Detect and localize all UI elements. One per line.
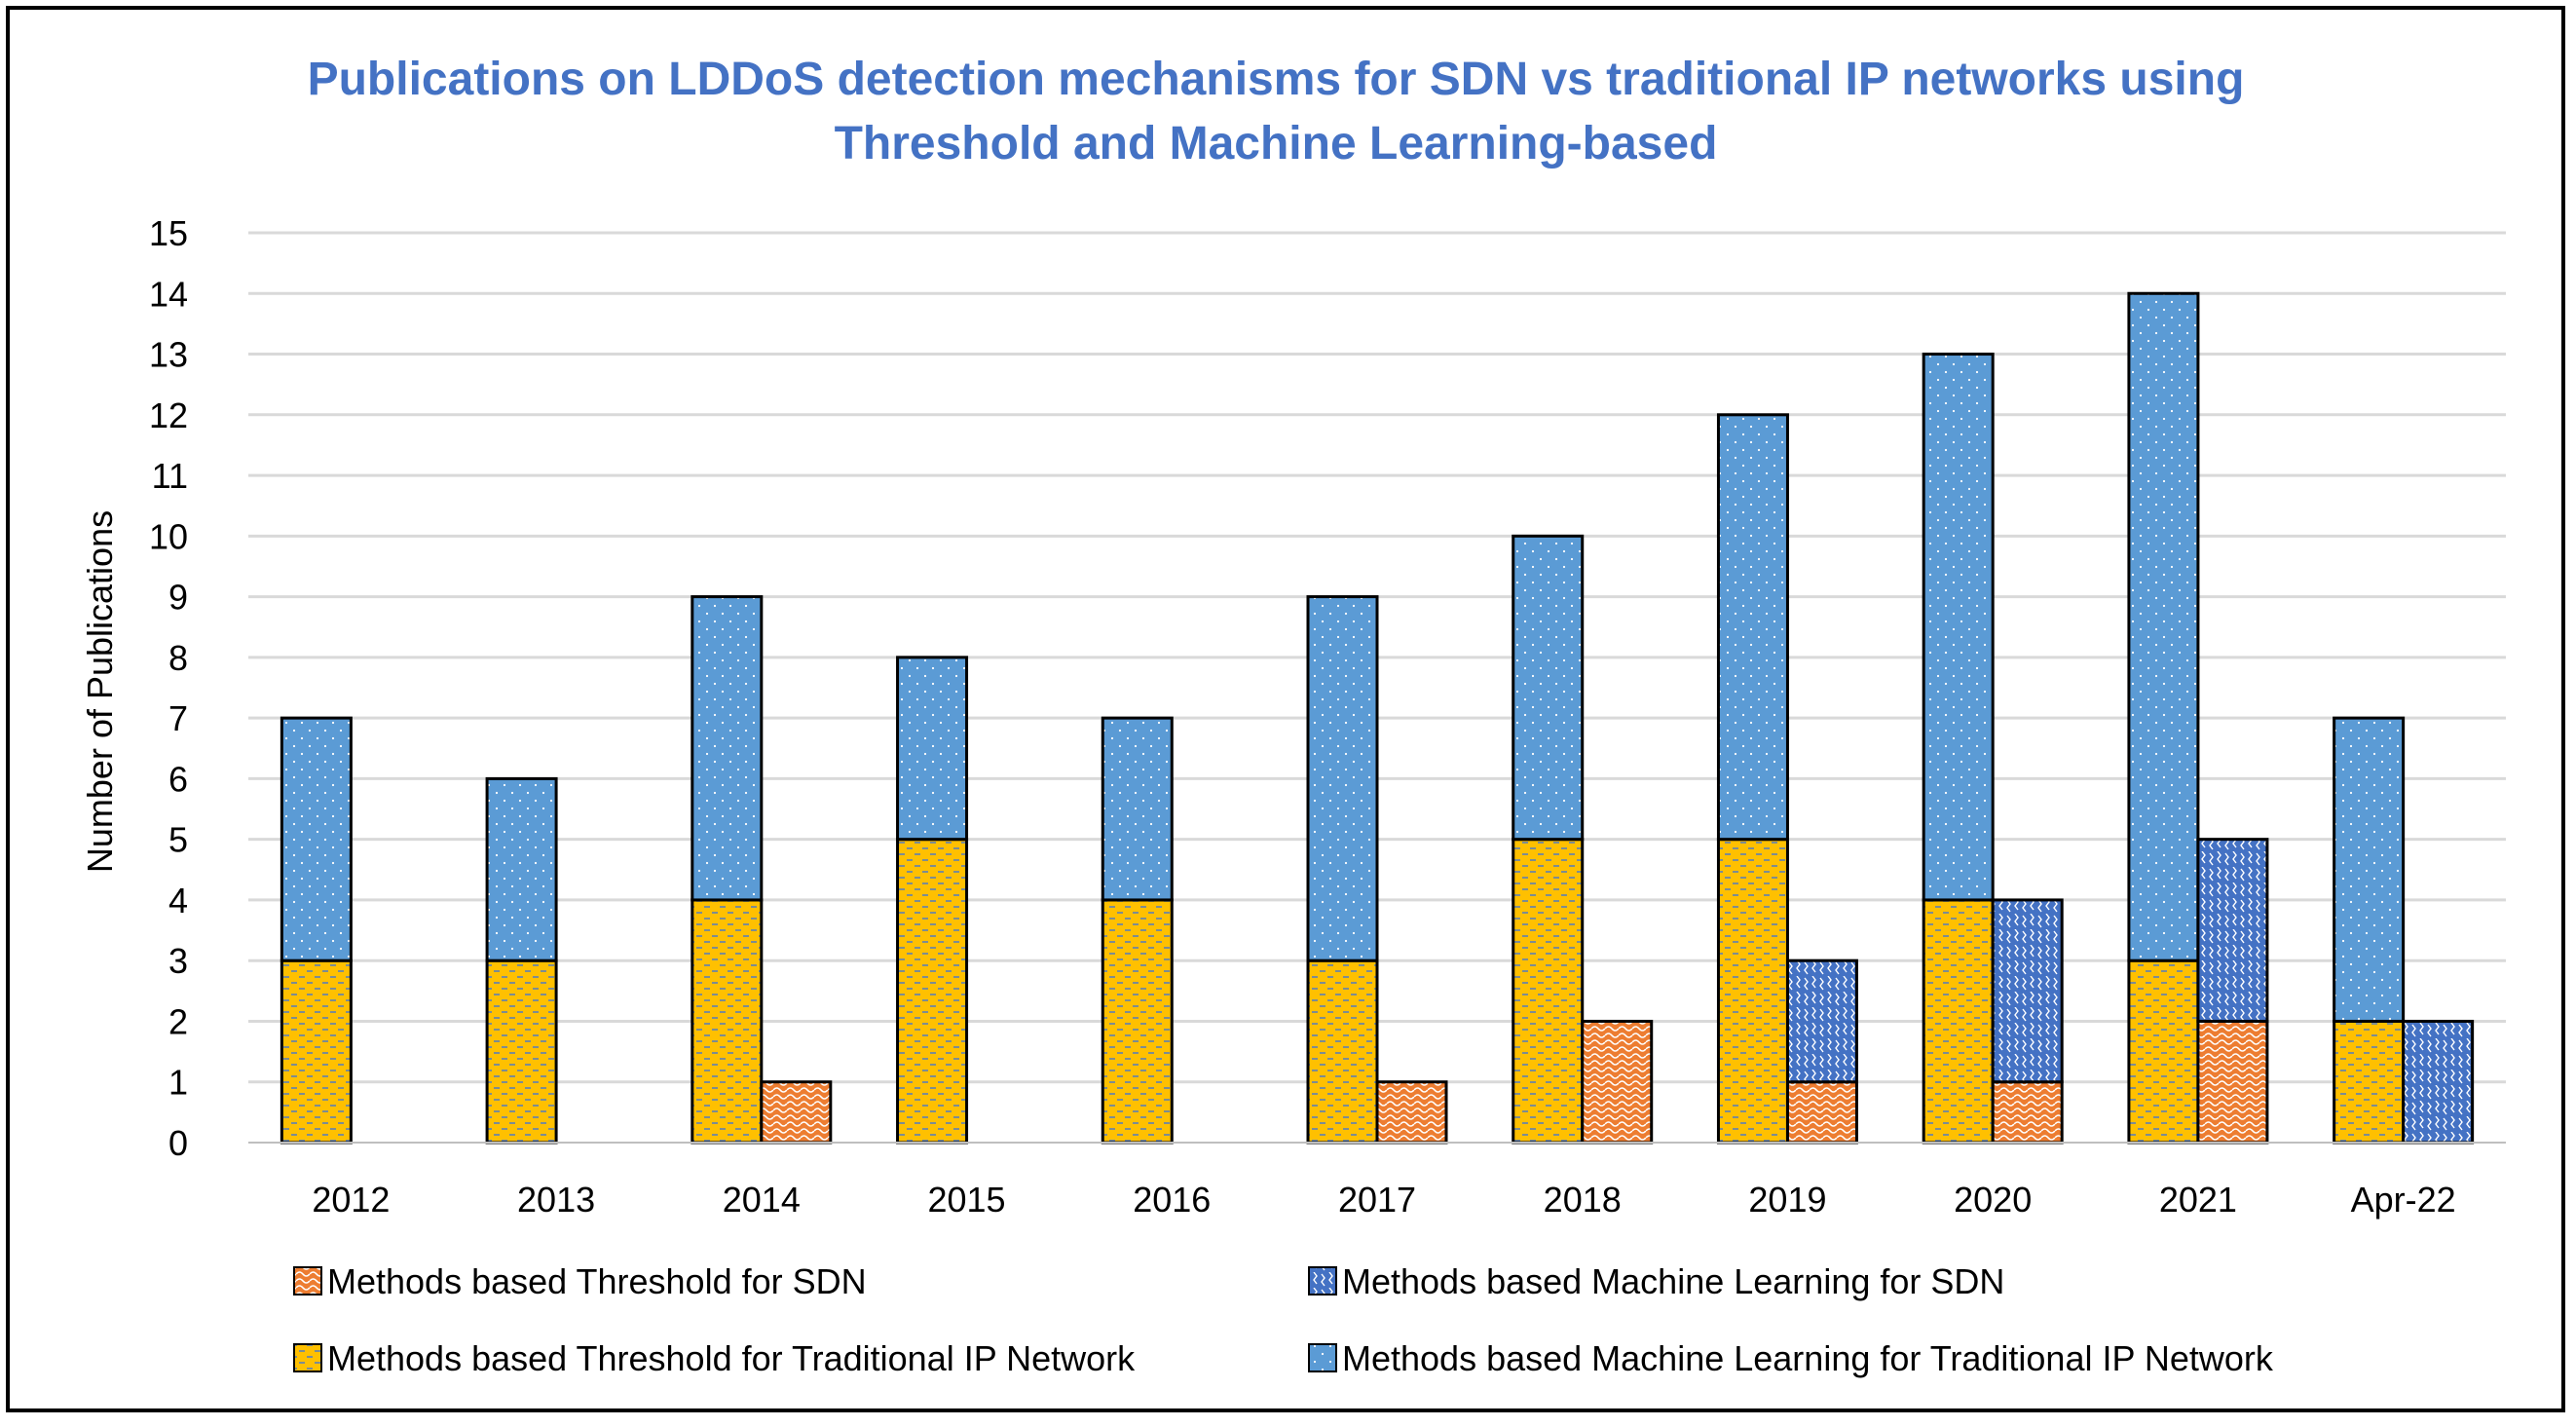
bar-methods-based-threshold-for-traditional-ip-network-2015: [896, 838, 969, 1145]
x-tick-label-2012: 2012: [312, 1180, 390, 1220]
x-tick-labels: 2012 2013 2014 2015 2016 2017 2018 2019 2020 2021…: [312, 1180, 2455, 1220]
bar-methods-based-machine-learning-for-traditional-ip-network-2016: [1101, 716, 1174, 902]
legend: Methods based Threshold for SDN Methods …: [293, 1261, 2274, 1378]
bar-methods-based-threshold-for-sdn-2014: [760, 1080, 833, 1145]
bar-methods-based-machine-learning-for-traditional-ip-network-2018: [1512, 534, 1585, 842]
chart-title-line-1: Publications on LDDoS detection mechanis…: [308, 54, 2245, 105]
x-tick-label-apr-22: Apr-22: [2351, 1180, 2456, 1220]
legend-label-sdn-threshold: Methods based Threshold for SDN: [327, 1261, 867, 1301]
bar-methods-based-machine-learning-for-sdn-2019: [1785, 958, 1858, 1084]
bars: [280, 291, 2475, 1145]
bar-methods-based-machine-learning-for-sdn-2021: [2196, 838, 2269, 1023]
y-tick-label-11: 11: [152, 456, 188, 496]
bar-methods-based-threshold-for-traditional-ip-network-2014: [691, 898, 764, 1145]
y-tick-label-6: 6: [168, 759, 188, 799]
chart-title-line-2: Threshold and Machine Learning-based: [835, 118, 1718, 169]
x-tick-label-2016: 2016: [1133, 1180, 1211, 1220]
bar-methods-based-threshold-for-traditional-ip-network-2013: [485, 958, 558, 1145]
legend-swatch-ip-ml: [1308, 1343, 1337, 1372]
bar-methods-based-threshold-for-sdn-2021: [2196, 1019, 2269, 1145]
chart-svg: Publications on LDDoS detection mechanis…: [80, 54, 2506, 1378]
bar-methods-based-threshold-for-sdn-2017: [1375, 1080, 1448, 1145]
y-tick-label-2: 2: [168, 1001, 188, 1041]
y-tick-label-3: 3: [168, 941, 188, 981]
y-tick-label-10: 10: [149, 516, 188, 556]
y-tick-label-12: 12: [149, 395, 188, 435]
bar-methods-based-machine-learning-for-sdn-2020: [1991, 898, 2064, 1084]
y-tick-label-9: 9: [168, 578, 188, 618]
y-tick-label-14: 14: [149, 274, 188, 314]
y-tick-label-8: 8: [168, 638, 188, 678]
legend-swatch-ip-threshold: [293, 1343, 322, 1372]
y-tick-label-15: 15: [149, 213, 188, 253]
bar-methods-based-machine-learning-for-traditional-ip-network-2020: [1922, 353, 1995, 902]
legend-swatch-sdn-ml: [1308, 1266, 1337, 1296]
x-tick-label-2021: 2021: [2159, 1180, 2237, 1220]
x-tick-label-2015: 2015: [927, 1180, 1005, 1220]
y-tick-label-13: 13: [149, 335, 188, 375]
bar-methods-based-machine-learning-for-traditional-ip-network-2015: [896, 656, 969, 842]
y-tick-label-0: 0: [168, 1123, 188, 1163]
y-tick-label-5: 5: [168, 820, 188, 860]
bar-methods-based-threshold-for-traditional-ip-network-2012: [280, 958, 353, 1145]
bar-methods-based-machine-learning-for-traditional-ip-network-2013: [485, 776, 558, 962]
x-tick-label-2013: 2013: [517, 1180, 595, 1220]
bar-methods-based-threshold-for-traditional-ip-network-2020: [1922, 898, 1995, 1145]
bar-methods-based-threshold-for-traditional-ip-network-2021: [2127, 958, 2200, 1145]
bar-methods-based-threshold-for-traditional-ip-network-2018: [1512, 838, 1585, 1145]
y-tick-label-1: 1: [168, 1063, 188, 1103]
x-tick-label-2018: 2018: [1544, 1180, 1622, 1220]
y-axis-title: Number of Publications: [80, 510, 120, 873]
legend-label-ip-threshold: Methods based Threshold for Traditional …: [327, 1338, 1136, 1378]
bar-methods-based-machine-learning-for-traditional-ip-network-2017: [1306, 595, 1379, 962]
bar-methods-based-machine-learning-for-traditional-ip-network-2014: [691, 595, 764, 902]
bar-methods-based-threshold-for-traditional-ip-network-2019: [1716, 838, 1789, 1145]
bar-methods-based-machine-learning-for-traditional-ip-network-apr-22: [2333, 716, 2406, 1023]
bar-methods-based-threshold-for-sdn-2020: [1991, 1080, 2064, 1145]
bar-methods-based-threshold-for-traditional-ip-network-2017: [1306, 958, 1379, 1145]
y-tick-label-4: 4: [168, 881, 188, 920]
bar-methods-based-machine-learning-for-traditional-ip-network-2019: [1716, 413, 1789, 842]
legend-label-sdn-ml: Methods based Machine Learning for SDN: [1342, 1261, 2004, 1301]
legend-label-ip-ml: Methods based Machine Learning for Tradi…: [1342, 1338, 2274, 1378]
bar-methods-based-threshold-for-sdn-2018: [1581, 1019, 1654, 1145]
x-tick-label-2017: 2017: [1338, 1180, 1416, 1220]
bar-methods-based-machine-learning-for-traditional-ip-network-2012: [280, 716, 353, 962]
x-tick-label-2019: 2019: [1748, 1180, 1826, 1220]
y-tick-label-7: 7: [168, 698, 188, 738]
bar-methods-based-threshold-for-traditional-ip-network-apr-22: [2333, 1019, 2406, 1145]
x-tick-label-2014: 2014: [723, 1180, 801, 1220]
legend-swatch-sdn-threshold: [293, 1266, 322, 1296]
chart-frame: Publications on LDDoS detection mechanis…: [6, 6, 2565, 1412]
bar-methods-based-machine-learning-for-sdn-apr-22: [2402, 1019, 2475, 1145]
x-tick-label-2020: 2020: [1954, 1180, 2032, 1220]
bar-methods-based-machine-learning-for-traditional-ip-network-2021: [2127, 291, 2200, 962]
bar-methods-based-threshold-for-sdn-2019: [1785, 1080, 1858, 1145]
bar-methods-based-threshold-for-traditional-ip-network-2016: [1101, 898, 1174, 1145]
